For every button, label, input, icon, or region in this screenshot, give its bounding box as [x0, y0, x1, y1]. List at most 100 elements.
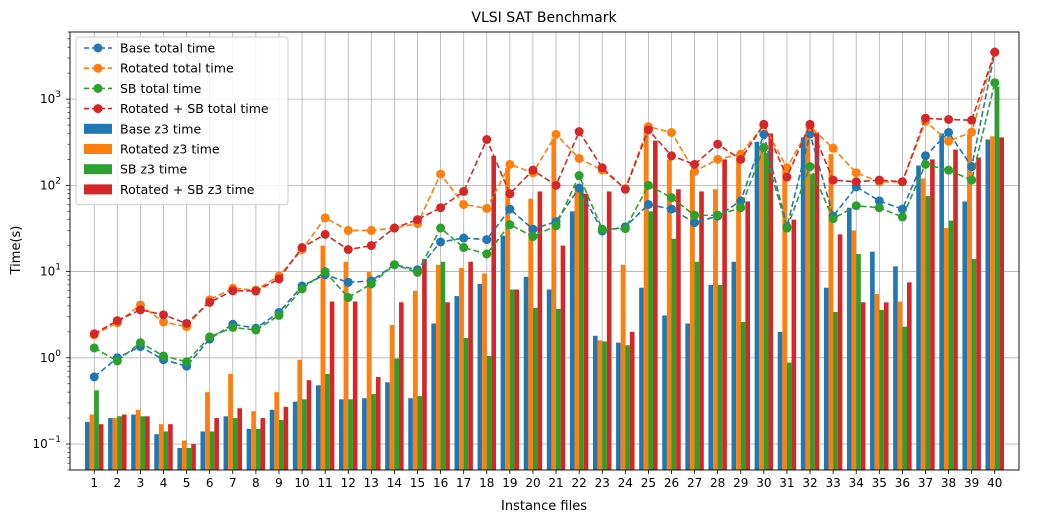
bar-rotated-sb-z3-time: [514, 289, 520, 470]
bar-sb-z3-time: [556, 308, 561, 470]
bar-base-z3-time: [338, 399, 344, 470]
bar-base-z3-time: [315, 385, 321, 470]
x-tick-label: 2: [114, 476, 122, 490]
point-sb-total-time: [805, 162, 815, 172]
point-sb-total-time: [551, 221, 561, 231]
y-axis-label: Time(s): [9, 226, 24, 276]
bar-sb-z3-time: [394, 358, 400, 470]
bar-sb-z3-time: [902, 326, 908, 470]
bar-rotated-sb-z3-time: [145, 416, 150, 470]
point-rotated-sb-total-time: [413, 215, 423, 225]
point-rotated-sb-total-time: [459, 186, 469, 196]
bar-rotated-sb-z3-time: [745, 201, 751, 470]
point-sb-total-time: [112, 356, 122, 366]
bar-rotated-sb-z3-time: [814, 132, 820, 470]
point-base-total-time: [967, 162, 977, 172]
legend-bar-swatch: [84, 164, 112, 175]
x-tick-label: 3: [137, 476, 145, 490]
point-rotated-sb-total-time: [551, 180, 561, 190]
bar-sb-z3-time: [833, 311, 838, 470]
x-tick-label: 24: [618, 476, 633, 490]
point-sb-total-time: [135, 338, 145, 348]
x-tick-label: 7: [229, 476, 237, 490]
point-sb-total-time: [228, 322, 238, 332]
bar-rotated-z3-time: [274, 392, 279, 470]
point-rotated-sb-total-time: [874, 175, 884, 185]
bar-base-z3-time: [823, 287, 829, 470]
point-sb-total-time: [920, 159, 930, 169]
bar-base-z3-time: [292, 401, 298, 470]
bar-rotated-sb-z3-time: [606, 191, 612, 471]
point-rotated-sb-total-time: [643, 125, 653, 135]
point-rotated-total-time: [159, 317, 169, 327]
bar-sb-z3-time: [209, 431, 215, 470]
point-rotated-total-time: [505, 159, 515, 169]
bar-base-z3-time: [500, 235, 506, 470]
bar-sb-z3-time: [810, 174, 815, 470]
bar-sb-z3-time: [140, 416, 146, 470]
bar-rotated-sb-z3-time: [953, 149, 958, 470]
bar-rotated-sb-z3-time: [560, 245, 566, 470]
bar-rotated-sb-z3-time: [191, 444, 196, 470]
bar-base-z3-time: [754, 141, 760, 470]
bar-rotated-z3-time: [897, 301, 903, 470]
y-tick-label: 100: [40, 349, 61, 365]
bar-base-z3-time: [269, 409, 275, 470]
bar-base-z3-time: [154, 434, 159, 470]
bar-rotated-sb-z3-time: [907, 282, 912, 470]
bar-sb-z3-time: [694, 261, 700, 470]
bar-rotated-z3-time: [505, 167, 510, 470]
point-rotated-sb-total-time: [205, 297, 215, 307]
point-rotated-sb-total-time: [389, 223, 399, 233]
bar-sb-z3-time: [278, 420, 284, 470]
bar-base-z3-time: [523, 276, 529, 470]
point-sb-total-time: [736, 203, 746, 213]
legend-label: Rotated total time: [120, 61, 234, 76]
point-sb-total-time: [482, 249, 492, 259]
legend-label: Rotated + SB total time: [120, 101, 269, 116]
x-tick-label: 5: [183, 476, 191, 490]
point-sb-total-time: [690, 210, 700, 220]
point-rotated-total-time: [574, 153, 584, 163]
bar-sb-z3-time: [302, 399, 307, 470]
point-rotated-sb-total-time: [690, 159, 700, 169]
point-sb-total-time: [89, 343, 99, 353]
point-rotated-sb-total-time: [159, 310, 169, 320]
bar-base-z3-time: [685, 323, 690, 470]
bar-rotated-sb-z3-time: [583, 193, 589, 470]
bar-sb-z3-time: [786, 362, 792, 470]
x-tick-label: 32: [802, 476, 817, 490]
bar-rotated-sb-z3-time: [676, 189, 681, 470]
bar-base-z3-time: [223, 416, 229, 470]
x-tick-label: 35: [872, 476, 887, 490]
bar-rotated-z3-time: [320, 245, 326, 470]
x-tick-label: 28: [710, 476, 725, 490]
point-sb-total-time: [274, 310, 284, 320]
bar-rotated-z3-time: [967, 134, 972, 470]
bar-sb-z3-time: [740, 322, 746, 470]
point-rotated-sb-total-time: [436, 203, 446, 213]
bar-base-z3-time: [454, 296, 460, 470]
point-rotated-total-time: [343, 225, 353, 235]
point-rotated-sb-total-time: [805, 119, 815, 129]
point-rotated-sb-total-time: [736, 154, 746, 164]
x-tick-label: 34: [849, 476, 864, 490]
x-tick-label: 10: [294, 476, 309, 490]
x-tick-label: 18: [479, 476, 494, 490]
x-tick-label: 9: [275, 476, 283, 490]
bar-rotated-sb-z3-time: [306, 380, 312, 470]
bar-rotated-z3-time: [205, 392, 210, 470]
legend-label: Rotated + SB z3 time: [120, 182, 255, 197]
point-sb-total-time: [320, 267, 330, 277]
bar-sb-z3-time: [925, 196, 931, 471]
bar-sb-z3-time: [186, 447, 192, 470]
bar-base-z3-time: [431, 323, 436, 470]
y-tick-label: 101: [40, 263, 61, 279]
x-tick-label: 37: [918, 476, 933, 490]
bar-base-z3-time: [939, 133, 944, 470]
point-base-total-time: [459, 233, 469, 243]
bar-rotated-sb-z3-time: [491, 155, 497, 470]
x-tick-label: 31: [779, 476, 794, 490]
bar-rotated-sb-z3-time: [468, 261, 473, 470]
